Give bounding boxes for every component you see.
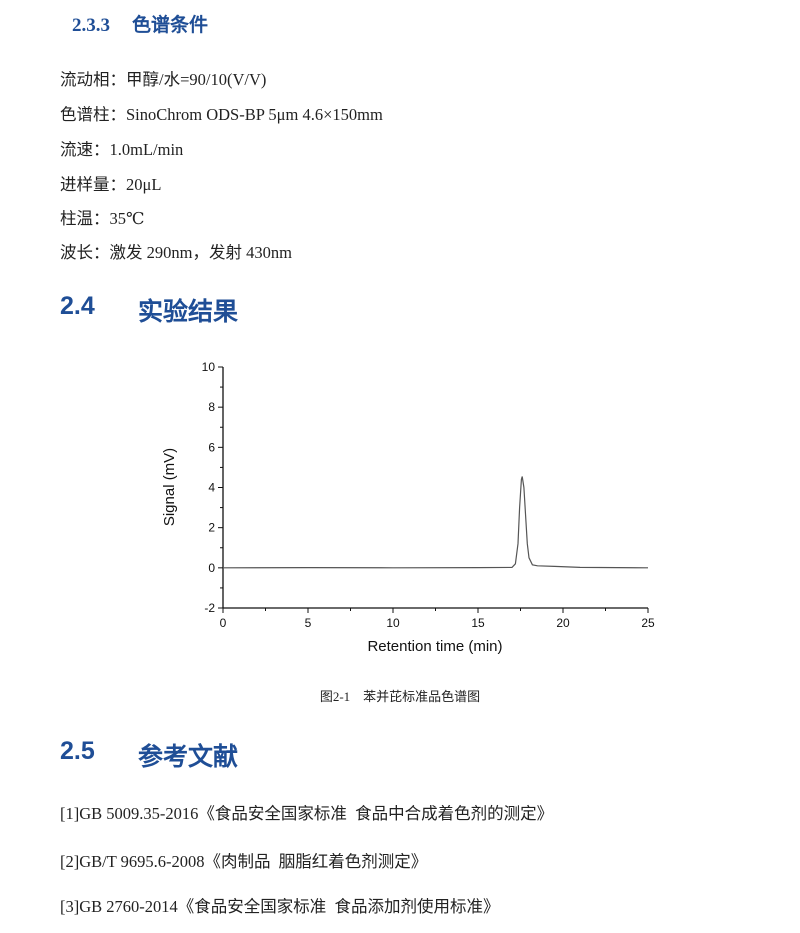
condition-injection-volume: 进样量：20μL: [60, 175, 162, 194]
y-tick-label: 6: [208, 440, 215, 454]
section-number: 2.3.3: [72, 15, 110, 36]
y-tick-label: -2: [204, 601, 215, 615]
section-title: 色谱条件: [132, 15, 209, 36]
x-tick-label: 0: [220, 616, 227, 630]
condition-column-temp: 柱温：35℃: [60, 209, 145, 228]
y-tick-label: 2: [208, 521, 215, 535]
x-tick-label: 25: [641, 616, 655, 630]
reference-item: [1]GB 5009.35-2016《食品安全国家标准 食品中合成着色剂的测定》: [60, 804, 554, 823]
reference-item: [3]GB 2760-2014《食品安全国家标准 食品添加剂使用标准》: [60, 897, 500, 916]
condition-wavelength: 波长：激发 290nm，发射 430nm: [60, 243, 292, 262]
section-heading-2-4: 2.4 实验结果: [60, 292, 238, 326]
reference-item: [2]GB/T 9695.6-2008《肉制品 胭脂红着色剂测定》: [60, 852, 428, 871]
section-heading-2-5: 2.5 参考文献: [60, 737, 238, 771]
section-title: 实验结果: [138, 297, 239, 326]
x-tick-label: 15: [471, 616, 485, 630]
x-tick-label: 10: [386, 616, 400, 630]
y-tick-label: 0: [208, 561, 215, 575]
condition-mobile-phase: 流动相：甲醇/水=90/10(V/V): [60, 70, 267, 89]
y-tick-label: 4: [208, 481, 215, 495]
condition-column: 色谱柱：SinoChrom ODS-BP 5μm 4.6×150mm: [60, 105, 383, 124]
section-heading-2-3-3: 2.3.3 色谱条件: [72, 10, 208, 37]
signal-trace: [222, 476, 649, 569]
y-tick-label: 8: [208, 400, 215, 414]
section-number: 2.5: [60, 737, 95, 765]
x-tick-label: 20: [556, 616, 570, 630]
x-tick-label: 5: [305, 616, 312, 630]
y-axis-label: Signal (mV): [161, 448, 178, 526]
section-number: 2.4: [60, 292, 95, 320]
x-axis-label: Retention time (min): [367, 638, 502, 655]
section-title: 参考文献: [138, 742, 239, 771]
y-tick-label: 10: [202, 360, 216, 374]
condition-flow-rate: 流速：1.0mL/min: [60, 140, 184, 159]
figure-caption: 图2-1 苯并芘标准品色谱图: [319, 689, 481, 704]
